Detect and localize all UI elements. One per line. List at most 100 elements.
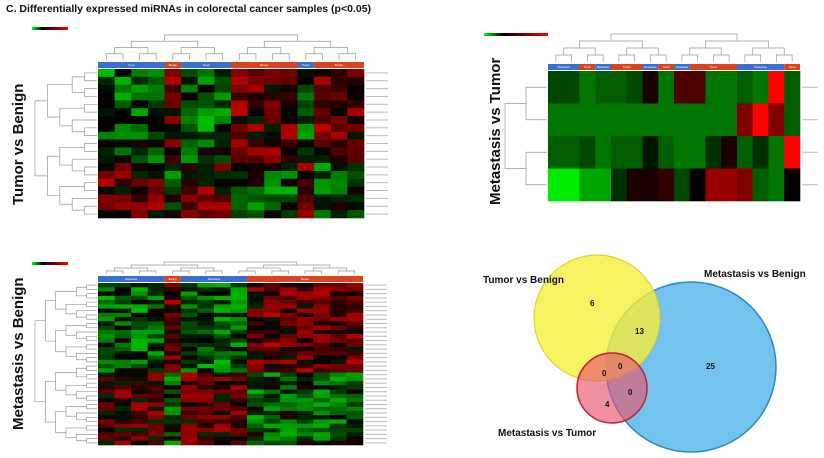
row-label (365, 408, 387, 410)
heatmap-cell (197, 393, 215, 399)
row-label (366, 111, 388, 113)
heatmap-cell (214, 123, 232, 133)
heatmap-cell (131, 329, 148, 335)
heatmap-cell (347, 202, 365, 211)
heatmap-cell (347, 69, 365, 78)
heatmap-cell (114, 123, 132, 133)
group-bar-segment (164, 62, 182, 68)
group-bar-segment (595, 64, 611, 70)
heatmap-cell (280, 325, 298, 331)
heatmap-cell (98, 186, 115, 195)
row-label (365, 314, 387, 316)
dendrogram-branch (618, 54, 635, 62)
heatmap-cell (313, 423, 331, 429)
heatmap-cell (197, 291, 215, 297)
heatmap-cell (131, 291, 148, 297)
heatmap-cell (98, 76, 115, 85)
group-bar-segment (642, 64, 659, 70)
heatmap-cell (297, 108, 315, 117)
heatmap-cell (114, 427, 132, 433)
heatmap-cell (197, 334, 215, 339)
heatmap-cell (346, 389, 364, 395)
heatmap-cell (296, 427, 314, 433)
heatmap-cell (247, 147, 265, 156)
heatmap-cell (197, 308, 215, 314)
heatmap-cell (280, 385, 298, 390)
heatmap-cell (296, 329, 314, 335)
heatmap-cell (297, 202, 315, 211)
heatmap-cell (329, 304, 347, 309)
row-label (366, 95, 388, 97)
heatmap-cell (114, 163, 132, 172)
heatmap-cell (296, 393, 314, 399)
group-label: Benign (168, 277, 177, 281)
heatmap-cell (247, 139, 265, 148)
heatmap-cell (147, 325, 165, 331)
group-bar-segment (579, 64, 596, 70)
heatmap-cell (98, 372, 115, 378)
heatmap-cell (180, 402, 198, 407)
heatmap-cell (329, 376, 347, 382)
heatmap-cell (147, 410, 165, 416)
group-label: Tumor (623, 65, 631, 69)
heatmap-cell (180, 389, 198, 395)
group-bar-segment (548, 64, 580, 70)
heatmap-cell (347, 92, 365, 101)
heatmap-cell (313, 389, 331, 395)
heatmap-cell (164, 372, 182, 378)
heatmap-cell (98, 283, 115, 288)
group-bar-segment (98, 276, 165, 282)
row-label (365, 288, 387, 290)
heatmap-cell (131, 308, 148, 314)
heatmap-cell (147, 123, 165, 133)
heatmap-cell (164, 359, 182, 365)
heatmap-cell (347, 76, 365, 85)
heatmap-cell (213, 295, 231, 301)
heatmap-cell (213, 432, 231, 437)
row-label (365, 305, 387, 307)
row-label (802, 86, 818, 88)
row-label (366, 150, 388, 152)
heatmap-cell (346, 372, 364, 378)
heatmap-cell (131, 155, 149, 164)
heatmap-cell (247, 440, 264, 446)
heatmap-cell (674, 136, 691, 169)
heatmap-cell (280, 170, 298, 180)
heatmap-cell (213, 368, 231, 373)
heatmap-cell (330, 170, 348, 180)
dendrogram-branch (305, 53, 323, 60)
dendrogram-branch (86, 404, 97, 410)
dendrogram-branch (86, 382, 97, 388)
heatmap-cell (347, 210, 365, 219)
heatmap-cell (164, 398, 182, 403)
heatmap-cell (346, 317, 364, 322)
heatmap-cell (98, 321, 115, 326)
heatmap-cell (247, 359, 264, 365)
heatmap-cell (280, 355, 298, 361)
heatmap-cell (313, 304, 331, 309)
heatmap-cell (197, 338, 215, 343)
heatmap-cell (297, 155, 315, 164)
heatmap-cell (347, 131, 365, 140)
heatmap-cell (98, 419, 115, 424)
heatmap-cell (98, 436, 115, 442)
heatmap-cell (329, 381, 347, 386)
heatmap-cell (642, 71, 659, 104)
heatmap-cell (131, 108, 149, 117)
heatmap-cell (131, 178, 149, 187)
heatmap-cell (213, 393, 231, 399)
heatmap-cell (263, 436, 281, 442)
heatmap-cell (230, 364, 248, 369)
heatmap-cell (147, 389, 165, 395)
heatmap-cell (230, 402, 248, 407)
heatmap-cell (263, 304, 281, 309)
dendrogram-branch (238, 53, 257, 60)
dendrogram-branch (105, 53, 124, 60)
heatmap-cell (247, 100, 265, 109)
heatmap-cell (752, 136, 769, 169)
heatmap-cell (264, 69, 282, 78)
heatmap-cell (98, 304, 115, 309)
heatmap-cell (264, 92, 282, 101)
venn-label-metastasis-vs-benign: Metastasis vs Benign (704, 269, 806, 280)
heatmap-cell (181, 76, 199, 85)
